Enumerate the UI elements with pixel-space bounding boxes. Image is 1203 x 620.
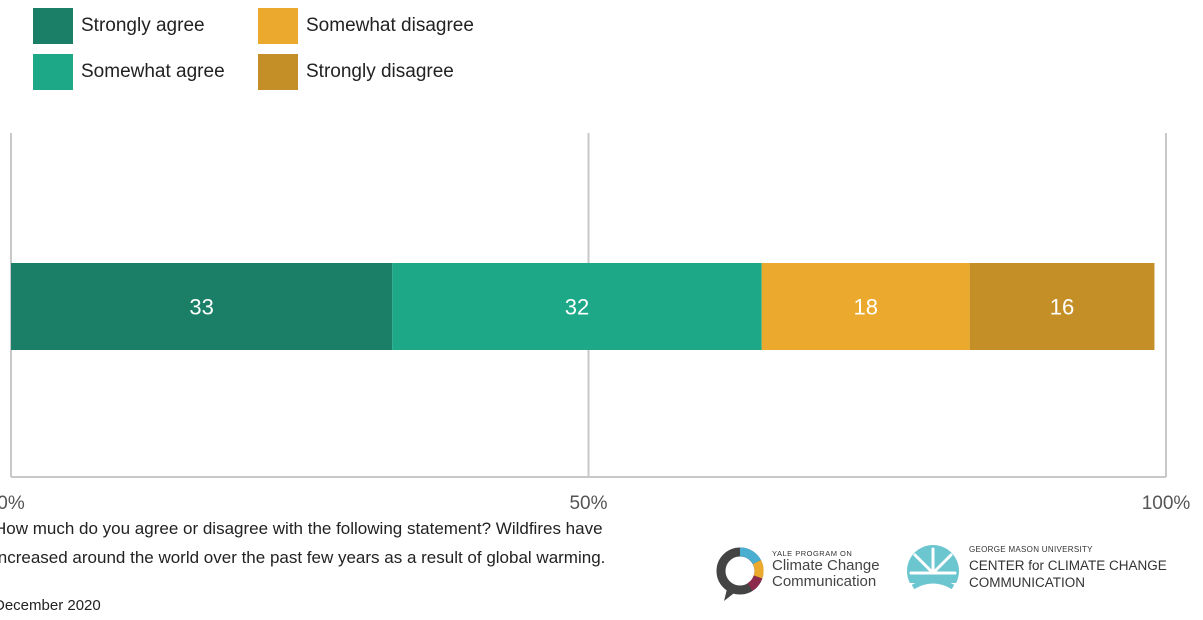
legend-swatch-somewhat-disagree (258, 8, 298, 44)
yale-logo-line2: Communication (772, 573, 877, 590)
x-tick-label-1: 50% (569, 493, 607, 514)
legend-label-strongly-agree: Strongly agree (81, 15, 205, 36)
legend-label-strongly-disagree: Strongly disagree (306, 61, 454, 82)
legend-swatch-strongly-disagree (258, 54, 298, 90)
bar-segment-0 (11, 263, 393, 350)
bar-value-label-0: 33 (189, 295, 213, 320)
legend-label-somewhat-disagree: Somewhat disagree (306, 15, 474, 36)
gmu-logo-small-text: GEORGE MASON UNIVERSITY (969, 545, 1093, 554)
yale-logo-small-text: YALE PROGRAM ON (772, 549, 853, 558)
bar-segment-2 (761, 263, 970, 350)
x-tick-label-0: 0% (0, 493, 25, 514)
gmu-logo-line2: COMMUNICATION (969, 575, 1085, 590)
legend-swatch-somewhat-agree (33, 54, 73, 90)
yale-program-logo: YALE PROGRAM ON Climate Change Communica… (714, 545, 894, 605)
legend-item-strongly-agree: Strongly agree (33, 8, 205, 44)
bar-value-label-2: 18 (853, 295, 877, 320)
yale-logo-icon (716, 547, 764, 601)
survey-date: December 2020 (0, 597, 101, 614)
gmu-center-logo: GEORGE MASON UNIVERSITY CENTER for CLIMA… (905, 543, 1185, 603)
bar-segment-3 (969, 263, 1155, 350)
legend-item-strongly-disagree: Strongly disagree (258, 54, 454, 90)
legend-label-somewhat-agree: Somewhat agree (81, 61, 225, 82)
bar-value-label-1: 32 (565, 295, 589, 320)
gmu-logo-line1: CENTER for CLIMATE CHANGE (969, 558, 1167, 573)
yale-logo-line1: Climate Change (772, 557, 880, 574)
legend-swatch-strongly-agree (33, 8, 73, 44)
question-caption: How much do you agree or disagree with t… (0, 519, 606, 567)
bar-segment-1 (392, 263, 762, 350)
x-tick-label-2: 100% (1142, 493, 1191, 514)
bar-value-label-3: 16 (1050, 295, 1074, 320)
legend-item-somewhat-disagree: Somewhat disagree (258, 8, 474, 44)
gmu-logo-icon (905, 545, 961, 603)
legend-item-somewhat-agree: Somewhat agree (33, 54, 225, 90)
